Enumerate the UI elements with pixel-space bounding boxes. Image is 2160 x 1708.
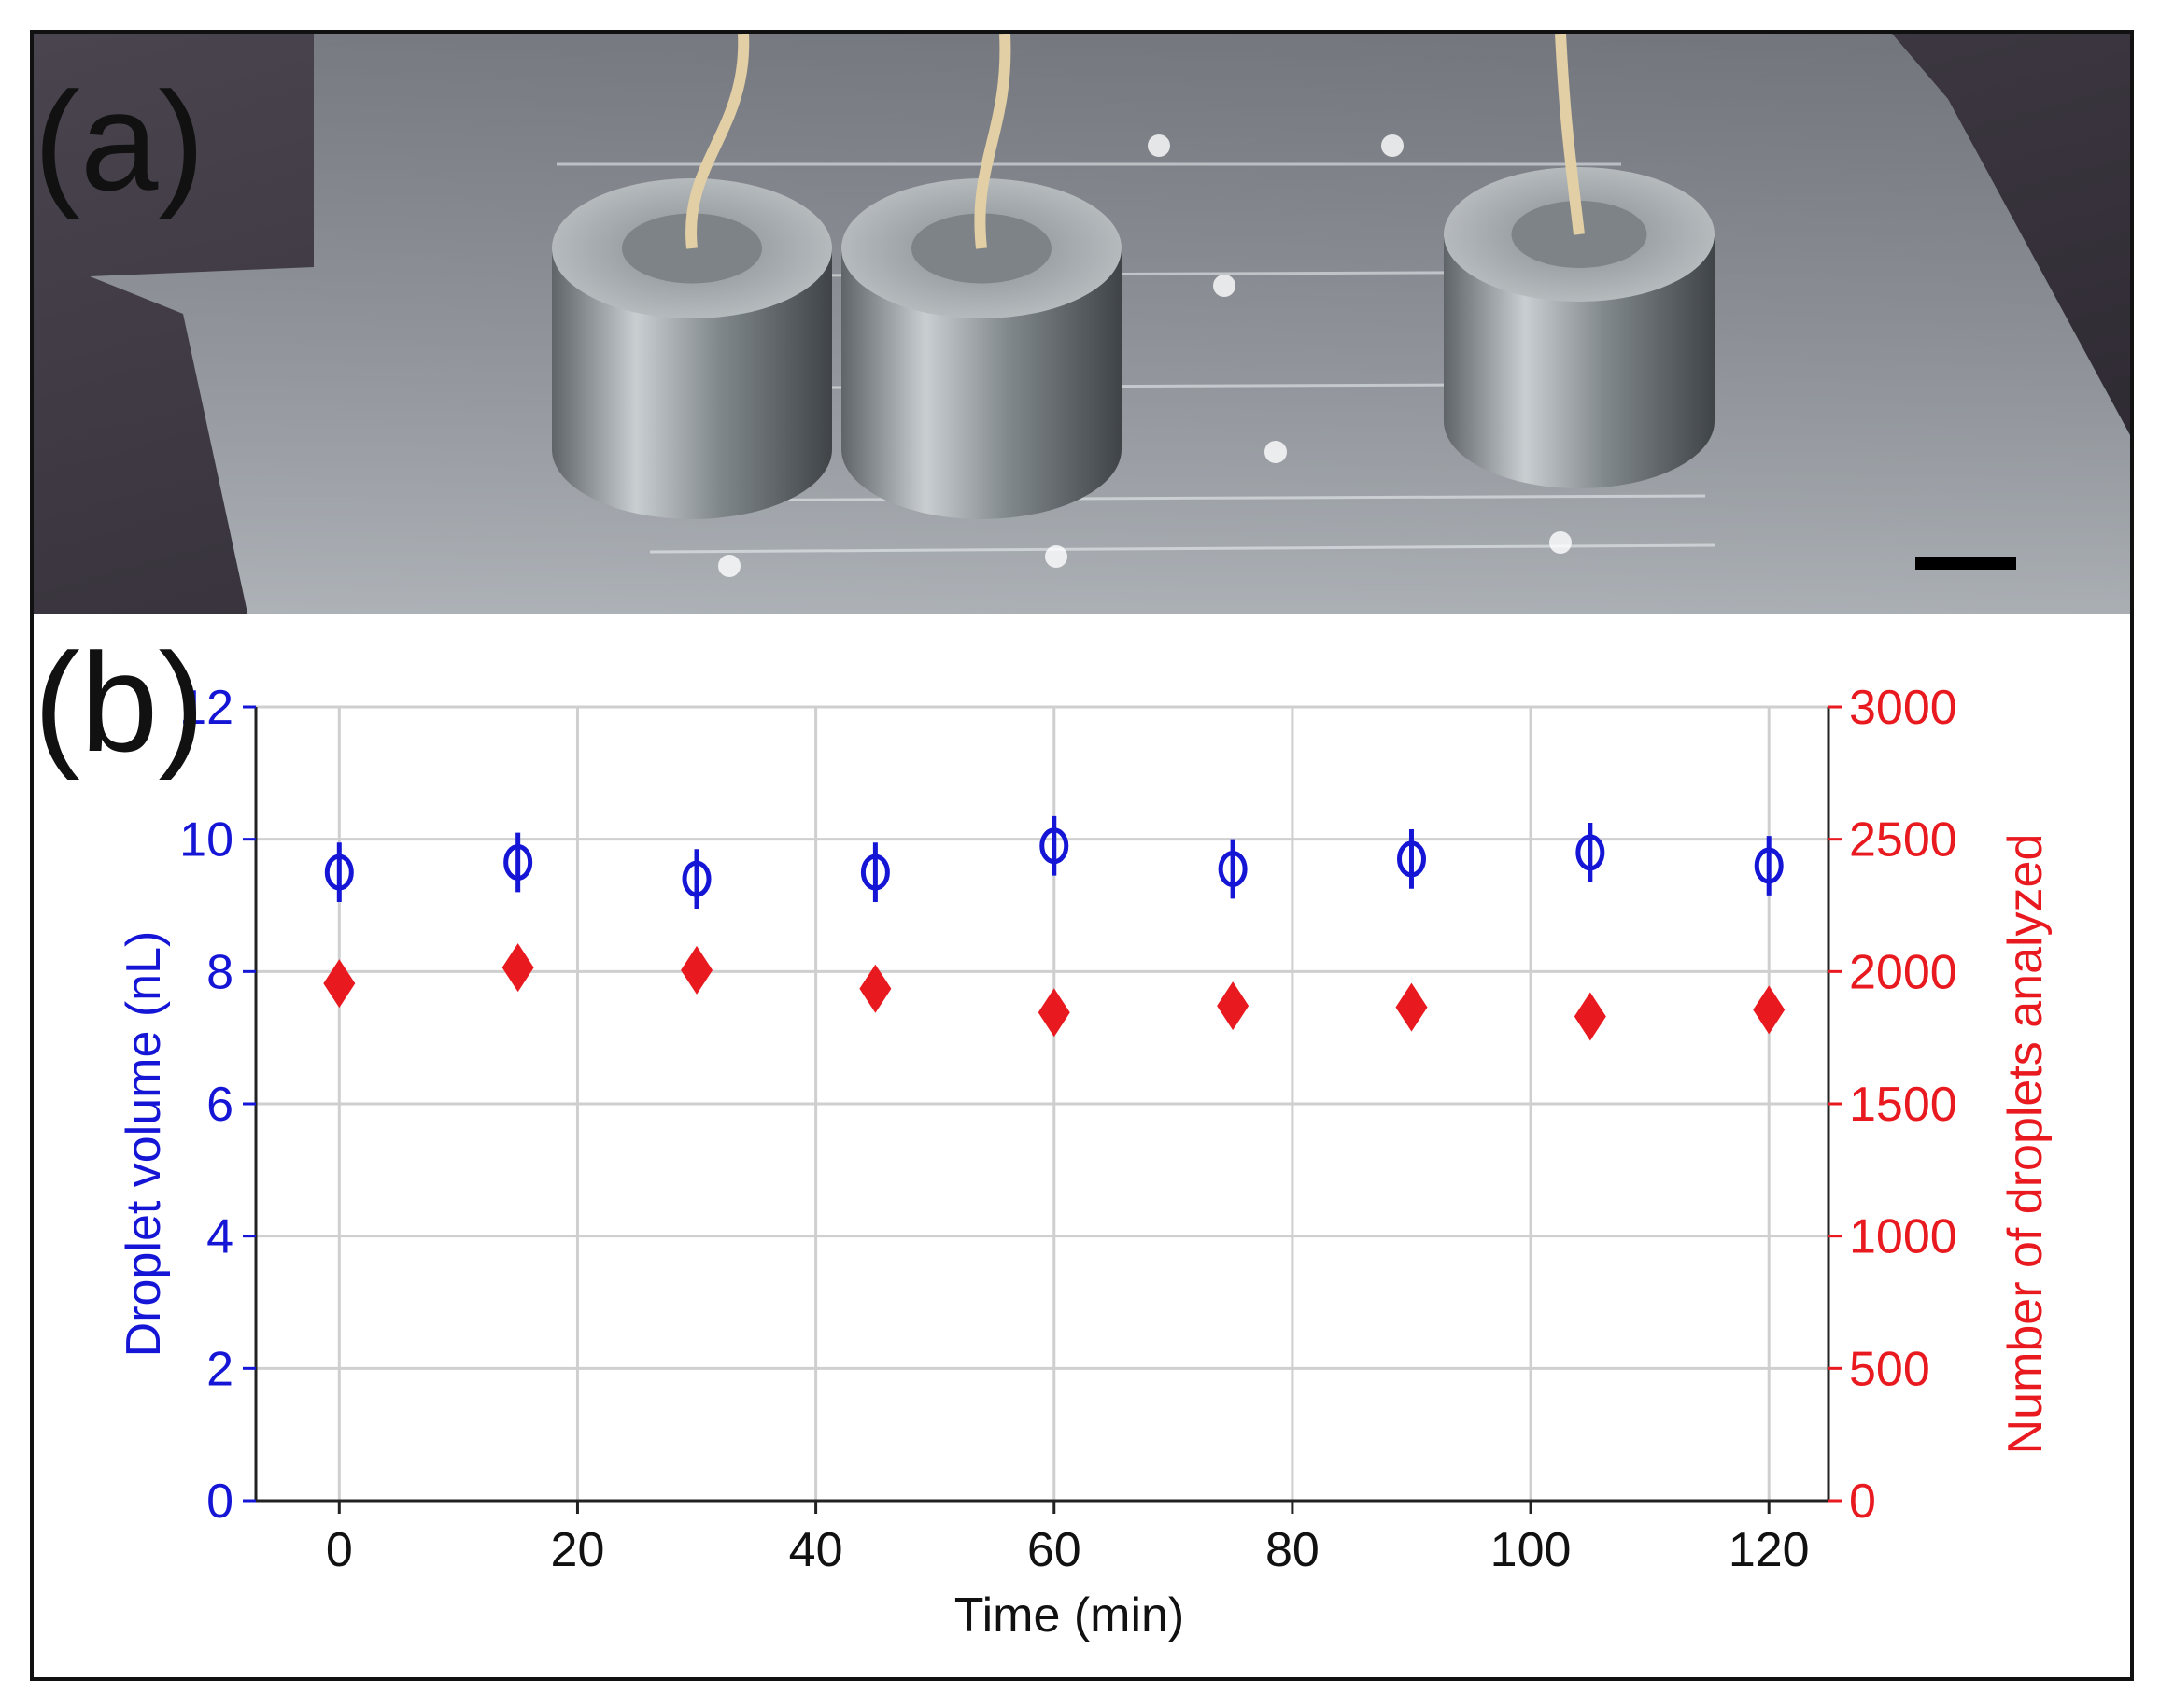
left-y-tick-label: 0 xyxy=(206,1475,233,1529)
magnet xyxy=(552,34,832,519)
volume-point xyxy=(503,843,533,881)
droplet-count-point xyxy=(1217,981,1249,1031)
left-y-axis-label: Droplet volume (nL) xyxy=(117,931,171,1358)
volume-point xyxy=(860,854,890,891)
tubing xyxy=(974,34,1011,249)
x-tick-label: 40 xyxy=(789,1523,843,1577)
magnet-side xyxy=(552,248,832,519)
right-y-tick-label: 0 xyxy=(1849,1475,1876,1529)
x-tick-label: 20 xyxy=(551,1523,605,1577)
port-dots xyxy=(718,134,1572,577)
right-y-tick-label: 1500 xyxy=(1849,1078,1957,1132)
droplet-count-point xyxy=(323,959,356,1009)
droplet-count-point xyxy=(501,943,534,993)
droplet-count-point xyxy=(1574,992,1606,1041)
volume-point xyxy=(1575,834,1605,871)
right-y-tick-label: 2500 xyxy=(1849,813,1957,868)
left-y-tick-label: 6 xyxy=(206,1078,233,1132)
right-y-axis-label: Number of droplets analyzed xyxy=(1998,834,2053,1455)
droplet-count-point xyxy=(1753,985,1786,1035)
droplet-count-point xyxy=(1395,982,1428,1032)
left-y-tick-label: 4 xyxy=(206,1210,233,1264)
volume-point xyxy=(1039,827,1069,865)
magnet xyxy=(1444,34,1715,488)
droplet-count-point xyxy=(681,945,713,995)
x-tick-label: 60 xyxy=(1027,1523,1081,1577)
left-y-tick-label: 2 xyxy=(206,1342,233,1396)
droplet-chart: 0 20 40 60 80 100 1200246810120500100015002000… xyxy=(117,681,2053,1643)
magnet-side xyxy=(1444,234,1715,488)
magnet xyxy=(841,34,1122,519)
chart-panel: 0 20 40 60 80 100 120 0 2 4 6 8 10 12 0 500 1000 1500 2000… xyxy=(30,614,2134,1681)
magnet-side xyxy=(841,248,1122,519)
left-y-tick-label: 8 xyxy=(206,945,233,999)
series xyxy=(323,815,1786,1041)
volume-point xyxy=(1218,851,1248,888)
magnet-group xyxy=(552,34,1715,519)
right-y-tick-label: 500 xyxy=(1849,1342,1930,1396)
grid xyxy=(256,705,1828,1503)
right-y-tick-label: 1000 xyxy=(1849,1210,1957,1264)
right-y-tick-label: 2000 xyxy=(1849,945,1957,999)
volume-point xyxy=(1754,847,1784,884)
left-y-tick-label: 12 xyxy=(179,681,233,735)
axes: 0 20 40 60 80 100 1200246810120500100015002000… xyxy=(179,681,1957,1577)
tubing xyxy=(685,34,750,249)
x-tick-label: 0 xyxy=(326,1523,353,1577)
panel-b-label: (b) xyxy=(34,624,205,781)
x-tick-label: 100 xyxy=(1490,1523,1572,1577)
volume-point xyxy=(682,860,712,897)
scale-bar xyxy=(1915,557,2016,570)
droplet-count-point xyxy=(1038,988,1070,1038)
photo-panel: (a) xyxy=(30,30,2134,621)
device-photo xyxy=(34,34,2130,617)
right-y-tick-label: 3000 xyxy=(1849,681,1957,735)
volume-point xyxy=(1396,840,1426,878)
x-tick-label: 80 xyxy=(1265,1523,1320,1577)
panel-a-label: (a) xyxy=(34,63,205,219)
volume-point xyxy=(324,854,354,891)
x-tick-label: 120 xyxy=(1729,1523,1810,1577)
left-y-tick-label: 10 xyxy=(179,813,233,868)
tubing xyxy=(1555,34,1585,235)
droplet-count-point xyxy=(859,964,892,1013)
x-axis-label: Time (min) xyxy=(954,1588,1185,1643)
